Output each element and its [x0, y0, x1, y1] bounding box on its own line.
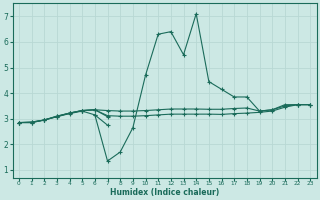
X-axis label: Humidex (Indice chaleur): Humidex (Indice chaleur) [110, 188, 219, 197]
